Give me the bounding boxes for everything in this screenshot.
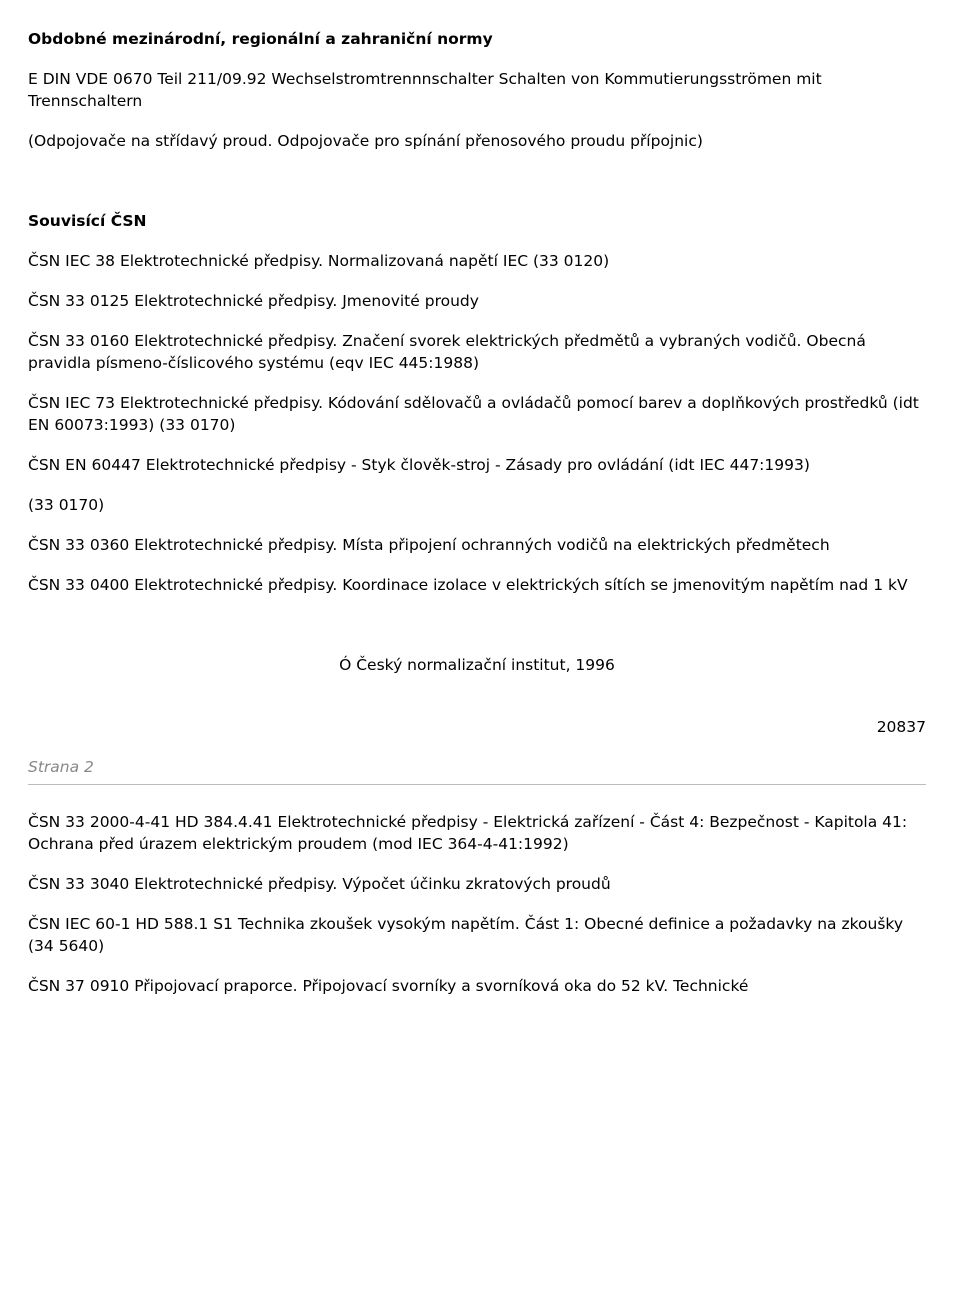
ref-33-0170: (33 0170) [28,494,926,516]
ref-csn-33-0160: ČSN 33 0160 Elektrotechnické předpisy. Z… [28,330,926,374]
section-title-souvisici-csn: Souvisící ČSN [28,210,926,232]
ref-csn-33-0400: ČSN 33 0400 Elektrotechnické předpisy. K… [28,574,926,596]
copyright-line: Ó Český normalizační institut, 1996 [28,654,926,676]
para-din-vde: E DIN VDE 0670 Teil 211/09.92 Wechselstr… [28,68,926,112]
para-odpojovace: (Odpojovače na střídavý proud. Odpojovač… [28,130,926,152]
page-id: 20837 [28,716,926,738]
ref-csn-33-2000-4-41: ČSN 33 2000-4-41 HD 384.4.41 Elektrotech… [28,811,926,855]
ref-csn-33-0125: ČSN 33 0125 Elektrotechnické předpisy. J… [28,290,926,312]
page-divider [28,784,926,785]
ref-csn-33-0360: ČSN 33 0360 Elektrotechnické předpisy. M… [28,534,926,556]
ref-csn-iec-38: ČSN IEC 38 Elektrotechnické předpisy. No… [28,250,926,272]
ref-csn-37-0910: ČSN 37 0910 Připojovací praporce. Připoj… [28,975,926,997]
ref-csn-en-60447: ČSN EN 60447 Elektrotechnické předpisy -… [28,454,926,476]
ref-csn-iec-73: ČSN IEC 73 Elektrotechnické předpisy. Kó… [28,392,926,436]
section-title-intl-norms: Obdobné mezinárodní, regionální a zahran… [28,28,926,50]
page-label: Strana 2 [28,756,926,778]
ref-csn-iec-60-1: ČSN IEC 60-1 HD 588.1 S1 Technika zkouše… [28,913,926,957]
ref-csn-33-3040: ČSN 33 3040 Elektrotechnické předpisy. V… [28,873,926,895]
